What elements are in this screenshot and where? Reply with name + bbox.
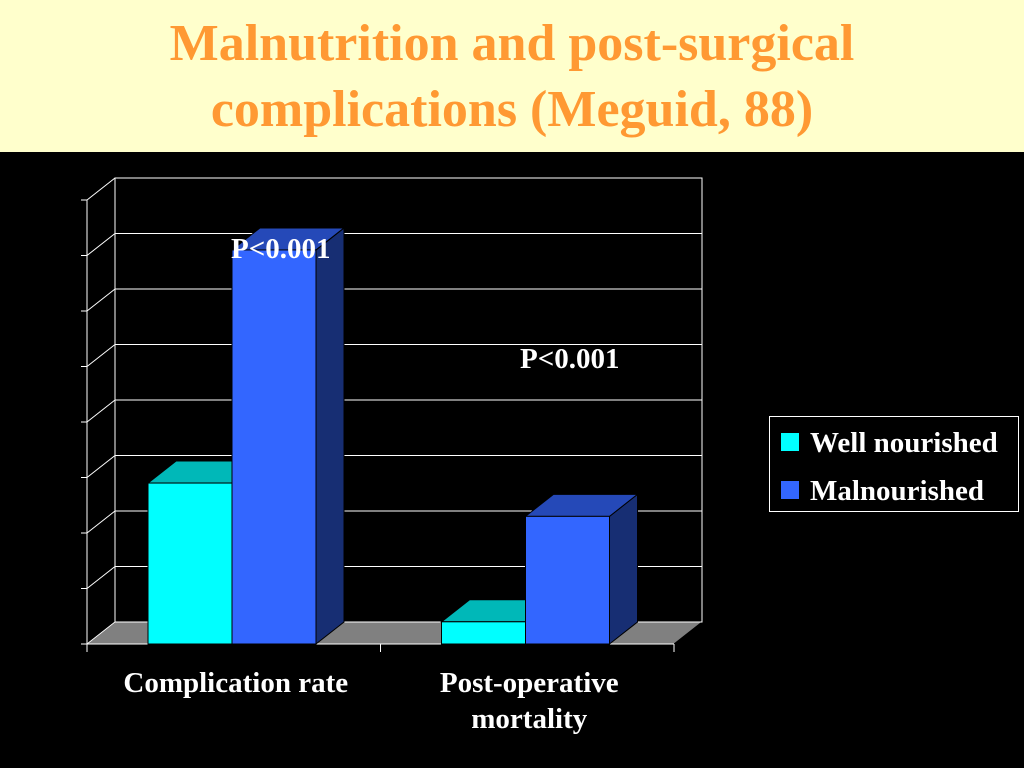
x-tick-label-0: Complication rate xyxy=(123,667,348,699)
slide-title-line-1: Malnutrition and post-surgical xyxy=(169,15,855,72)
chart-legend: Well nourished Malnourished xyxy=(769,416,1019,512)
bar-front xyxy=(231,249,317,645)
slide-title-line-2: complications (Meguid, 88) xyxy=(210,81,814,138)
x-tick-label-1: Post-operative mortality xyxy=(440,667,619,735)
gridline-depth xyxy=(86,566,116,589)
bar-side xyxy=(315,226,345,646)
bar-malnourished-1 xyxy=(524,493,639,646)
bar-front xyxy=(525,515,610,645)
bars xyxy=(146,226,639,646)
gridline-depth xyxy=(86,233,116,256)
gridline-depth xyxy=(86,177,116,201)
legend-label-malnourished: Malnourished xyxy=(810,475,985,507)
gridline-depth xyxy=(86,288,116,312)
bar-malnourished-0 xyxy=(230,226,346,646)
bar-side xyxy=(609,493,638,646)
p-value-annotation-0: P<0.001 xyxy=(231,233,331,265)
bar-front xyxy=(441,621,526,645)
legend-swatch-malnourished xyxy=(780,480,800,500)
gridline-depth xyxy=(86,455,116,478)
gridline-depth xyxy=(86,399,116,423)
gridline-depth xyxy=(86,621,116,645)
p-value-annotation-1: P<0.001 xyxy=(520,343,620,375)
gridline-depth xyxy=(86,510,116,534)
legend-label-well-nourished: Well nourished xyxy=(810,427,998,459)
legend-swatch-well-nourished xyxy=(780,432,800,452)
bar-front xyxy=(147,482,233,645)
title-band: Malnutrition and post-surgical complicat… xyxy=(0,0,1024,152)
gridline-depth xyxy=(86,344,116,367)
